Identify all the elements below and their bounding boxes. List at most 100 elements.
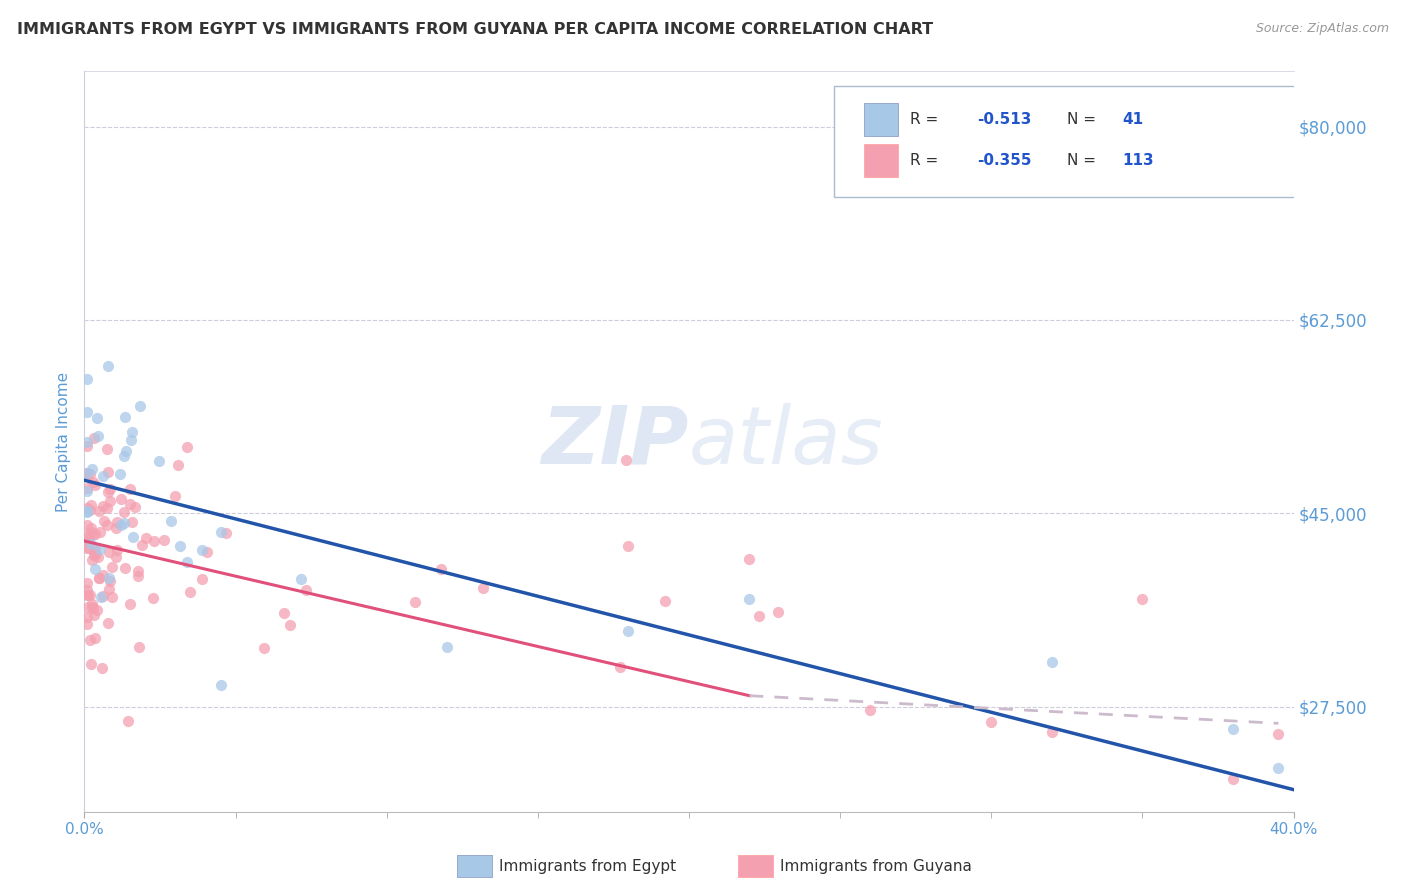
- Point: [89, 504, 111, 518]
- Point: [127, 564, 149, 578]
- Point: [79, 633, 101, 648]
- Point: [131, 538, 153, 552]
- Point: [76, 610, 98, 624]
- Point: [143, 533, 166, 548]
- Point: [98, 574, 121, 589]
- Point: [91, 567, 114, 582]
- Point: [290, 572, 312, 586]
- Point: [80, 600, 103, 615]
- Point: [77, 533, 100, 548]
- Point: [97, 359, 120, 374]
- Point: [176, 555, 198, 569]
- Text: Source: ZipAtlas.com: Source: ZipAtlas.com: [1256, 22, 1389, 36]
- Point: [114, 561, 136, 575]
- Point: [82, 475, 104, 490]
- Point: [76, 541, 98, 555]
- Point: [86, 410, 108, 425]
- Point: [980, 715, 1002, 730]
- Point: [82, 527, 104, 541]
- Point: [273, 606, 295, 620]
- Point: [617, 539, 640, 553]
- Point: [278, 618, 301, 632]
- Text: -0.355: -0.355: [977, 153, 1031, 168]
- Point: [118, 497, 141, 511]
- Point: [84, 526, 107, 541]
- Point: [80, 524, 103, 539]
- Point: [76, 600, 98, 615]
- Point: [101, 591, 124, 605]
- Point: [82, 597, 104, 611]
- Point: [98, 571, 121, 585]
- Point: [253, 641, 276, 656]
- Point: [98, 582, 121, 596]
- Point: [191, 572, 214, 586]
- Point: [97, 545, 120, 559]
- Point: [176, 441, 198, 455]
- Point: [166, 458, 188, 472]
- Point: [121, 515, 143, 529]
- Text: ZIP: ZIP: [541, 402, 689, 481]
- Point: [738, 592, 761, 607]
- Point: [114, 444, 136, 458]
- Point: [169, 539, 191, 553]
- Point: [87, 571, 110, 585]
- Point: [83, 562, 105, 576]
- Point: [127, 569, 149, 583]
- Point: [76, 405, 98, 419]
- Point: [609, 660, 631, 674]
- Text: Immigrants from Egypt: Immigrants from Egypt: [499, 859, 676, 873]
- Point: [430, 562, 453, 576]
- Point: [83, 541, 105, 556]
- Point: [215, 525, 238, 540]
- Point: [98, 482, 121, 496]
- Point: [93, 514, 115, 528]
- Point: [80, 657, 103, 671]
- Point: [91, 661, 114, 675]
- Point: [80, 537, 103, 551]
- Y-axis label: Per Capita Income: Per Capita Income: [56, 371, 72, 512]
- Point: [153, 533, 176, 548]
- Point: [83, 548, 105, 562]
- Point: [76, 501, 98, 516]
- Point: [89, 524, 111, 539]
- Point: [76, 588, 98, 602]
- Point: [91, 469, 114, 483]
- Point: [163, 489, 186, 503]
- Point: [195, 545, 218, 559]
- Point: [472, 581, 495, 595]
- Point: [654, 594, 676, 608]
- Point: [1130, 592, 1153, 607]
- Point: [87, 550, 110, 565]
- Point: [90, 590, 112, 604]
- Point: [159, 514, 181, 528]
- Point: [97, 615, 120, 630]
- Point: [76, 483, 98, 498]
- Point: [101, 560, 124, 574]
- Point: [135, 532, 157, 546]
- Point: [80, 521, 103, 535]
- Point: [191, 543, 214, 558]
- Text: R =: R =: [910, 112, 943, 127]
- Text: IMMIGRANTS FROM EGYPT VS IMMIGRANTS FROM GUYANA PER CAPITA INCOME CORRELATION CH: IMMIGRANTS FROM EGYPT VS IMMIGRANTS FROM…: [17, 22, 934, 37]
- Point: [82, 601, 104, 615]
- Point: [295, 583, 318, 598]
- Point: [76, 532, 98, 546]
- Point: [91, 499, 114, 513]
- Point: [104, 550, 127, 565]
- Point: [76, 372, 98, 386]
- Point: [1040, 725, 1063, 739]
- Text: N =: N =: [1067, 153, 1101, 168]
- Text: 41: 41: [1122, 112, 1143, 127]
- Point: [128, 640, 150, 654]
- Point: [97, 485, 120, 500]
- Point: [98, 494, 121, 508]
- Point: [84, 548, 107, 562]
- Point: [617, 624, 640, 639]
- Point: [120, 433, 142, 447]
- Point: [110, 518, 132, 533]
- FancyBboxPatch shape: [834, 87, 1306, 197]
- Point: [1040, 655, 1063, 669]
- Point: [76, 582, 98, 597]
- Point: [80, 553, 103, 567]
- Point: [76, 466, 98, 480]
